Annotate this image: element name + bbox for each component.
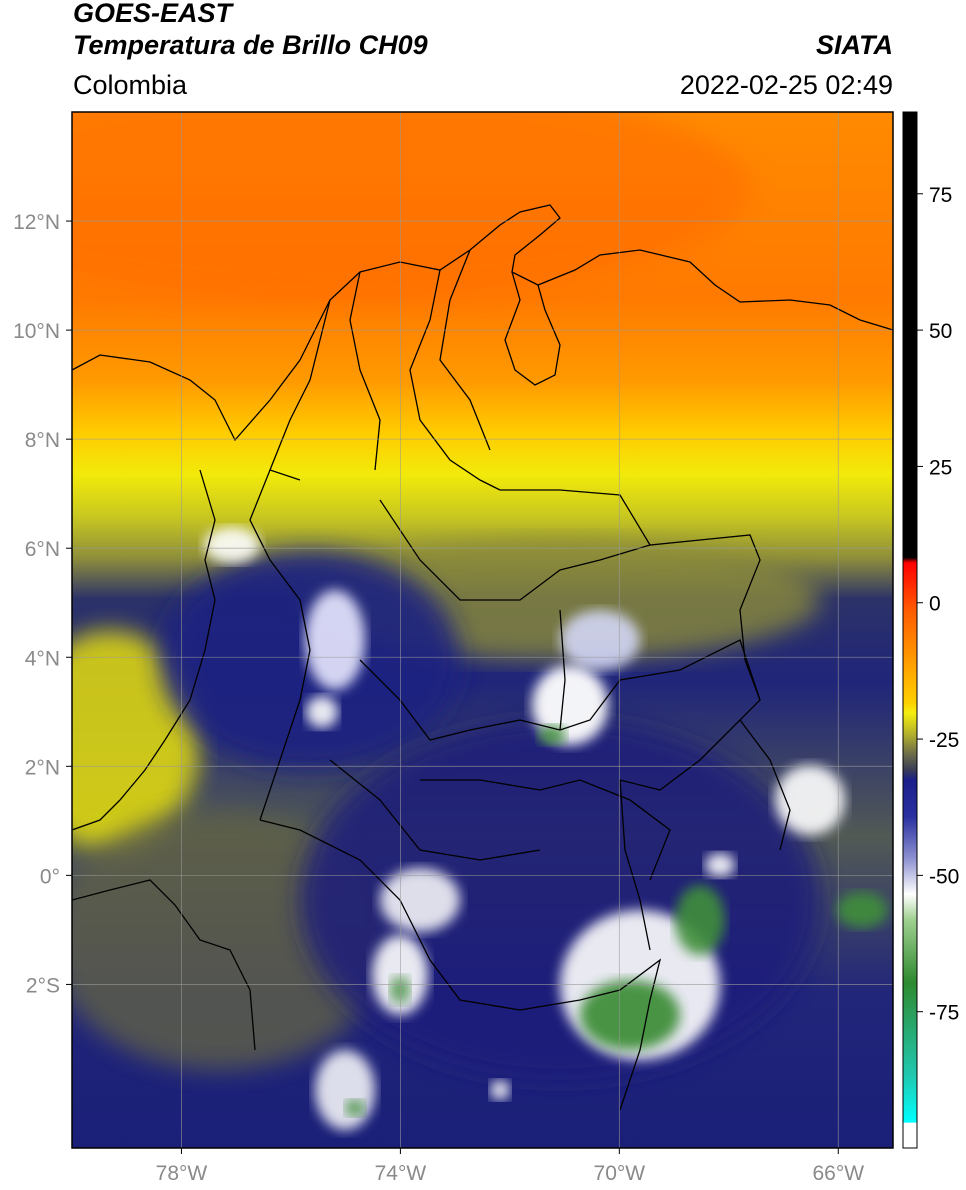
lat-tick-label: 2°S [26,974,60,997]
timestamp-label: 2022-02-25 02:49 [679,70,893,100]
cloud-cell [345,1100,365,1116]
lat-tick-label: 8°N [25,429,60,452]
colombia-border-south [259,819,662,1111]
lon-tick-label: 66°W [812,1162,864,1185]
gulf-of-venezuela [504,271,561,386]
colorbar-tick-label: -75 [929,1002,959,1025]
lat-tick-label: 12°N [13,211,60,234]
cloud-cell [836,892,888,928]
venezuela-brazil-border [559,639,761,731]
colorbar-tick-label: 25 [929,456,952,479]
lon-tick-label: 70°W [594,1162,646,1185]
cloud-cell [532,665,608,745]
department-border [420,779,671,881]
department-border [409,269,501,491]
cloud-cell [490,1080,510,1100]
cloud-cell [775,765,845,835]
map-frame [71,111,894,1149]
political-boundaries [72,204,893,1111]
cloud-cell [705,853,735,877]
cloud-cell [580,980,680,1050]
ecuador-coast [72,879,256,1051]
lon-tick-label: 74°W [375,1162,427,1185]
colombia-border-east [500,489,791,851]
lat-tick-label: 6°N [25,538,60,561]
department-border [379,499,651,601]
department-border [359,659,561,741]
colorbar-ticks: 75 50 25 0 -25 -50 -75 [917,184,959,1025]
cloud-cell [305,590,365,690]
department-border [269,299,331,481]
axis-ticks: 78°W 74°W 70°W 66°W 12°N 10°N 8°N 6°N 4°N 2°N 0° 2°… [13,211,864,1185]
lon-tick-label: 78°W [156,1162,208,1185]
cloud-cell [380,868,460,932]
cold-region-amazon [300,720,820,1080]
lat-tick-label: 0° [40,865,60,888]
department-border [259,699,301,821]
graticule [72,112,893,1148]
colorbar-tick-label: 75 [929,184,952,207]
lat-tick-label: 4°N [25,647,60,670]
department-border [329,759,541,861]
cloud-cell [306,696,338,728]
satellite-title: GOES-EAST [73,0,233,28]
product-title: Temperatura de Brillo CH09 [73,30,428,60]
caribbean-coastline [72,204,893,442]
colorbar-tick-label: -25 [929,729,959,752]
cloud-cell [560,610,640,670]
cloud-cell [675,885,725,955]
colorbar [902,111,918,1149]
warm-region-north [72,112,750,300]
colorbar-tick-label: 50 [929,320,952,343]
department-border [349,271,381,471]
cloud-cell [204,527,260,563]
lat-tick-label: 2°N [25,756,60,779]
region-label: Colombia [73,70,188,100]
pacific-coastline [72,469,216,831]
department-border [559,609,566,731]
cloud-cell [315,1050,375,1130]
colorbar-tick-label: -50 [929,865,959,888]
lat-tick-label: 10°N [13,320,60,343]
department-border [439,249,491,451]
colorbar-tick-label: 0 [929,593,941,616]
department-border [619,719,741,791]
organization-label: SIATA [816,30,893,60]
department-border [249,469,311,701]
